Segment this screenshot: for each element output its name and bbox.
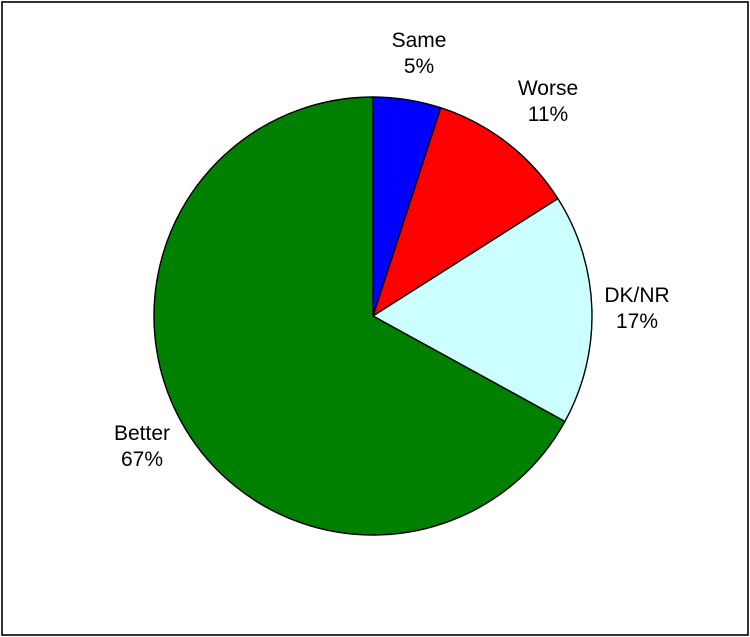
slice-percent-worse: 11% <box>528 103 568 126</box>
slice-label-better: Better <box>114 422 170 445</box>
slice-label-dk-nr: DK/NR <box>604 284 669 307</box>
pie-labels: Same 5% Worse 11% DK/NR 17% Better 67% <box>114 29 670 471</box>
slice-percent-dk-nr: 17% <box>616 310 658 333</box>
pie-slices <box>153 96 593 536</box>
slice-percent-better: 67% <box>121 448 163 471</box>
slice-label-same: Same <box>392 29 447 52</box>
pie-slice-dk-nr <box>372 197 593 423</box>
slice-label-worse: Worse <box>518 77 578 100</box>
slice-percent-same: 5% <box>404 55 434 78</box>
pie-slice-worse <box>372 107 559 317</box>
pie-slice-better <box>153 96 566 536</box>
